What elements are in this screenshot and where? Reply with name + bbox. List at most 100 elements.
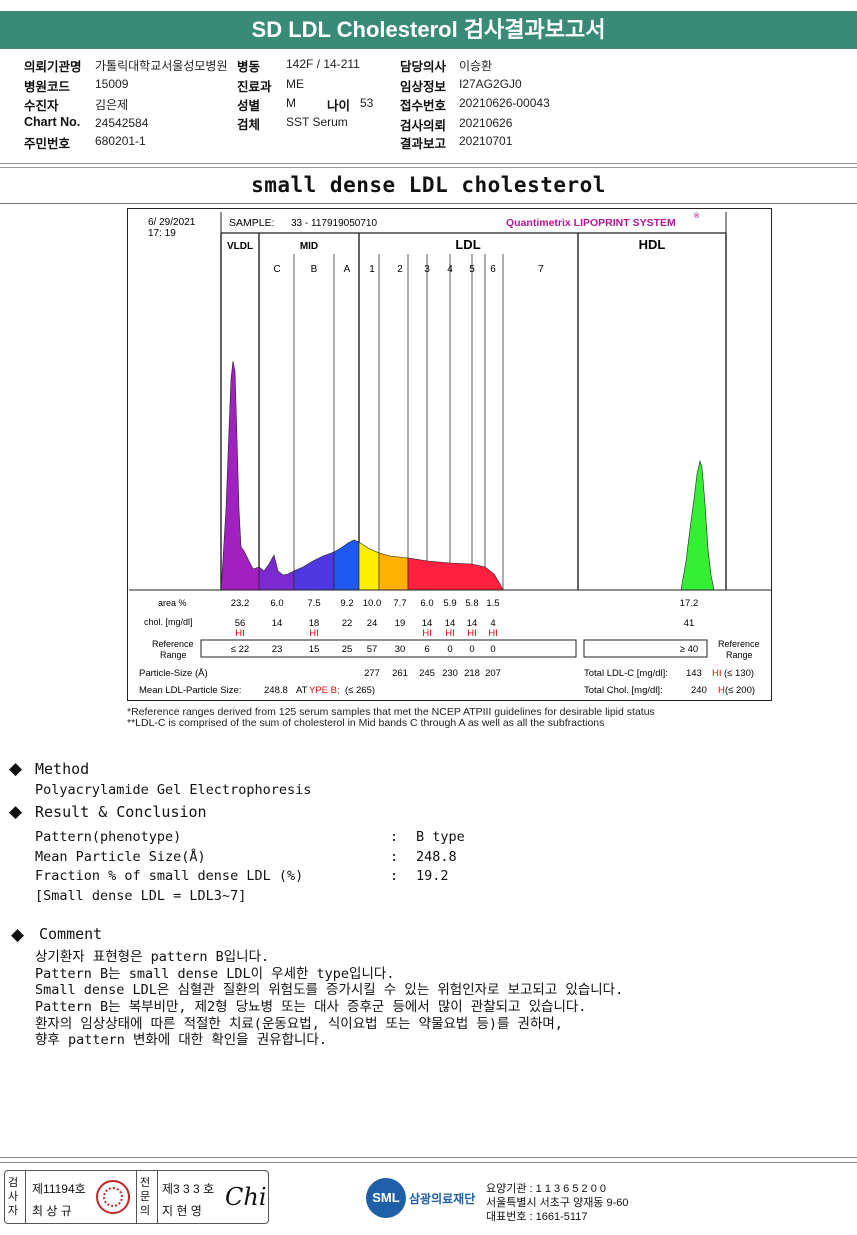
id-label: 주민번호: [24, 137, 71, 151]
peak-area: [378, 552, 409, 591]
divider: [0, 167, 857, 168]
result-separator: :: [390, 868, 399, 884]
ref-value: 6: [424, 644, 429, 655]
specimen-label: 검체: [237, 118, 261, 132]
report-date-value: 20210701: [459, 134, 513, 148]
hdl-ref-value: ≥ 40: [680, 644, 698, 655]
subband-label: 2: [397, 264, 403, 275]
address: 서울특별시 서초구 양재동 9-60: [486, 1197, 629, 1209]
peak-area: [680, 459, 715, 591]
group-label: HDL: [639, 237, 666, 252]
result-separator: :: [390, 849, 399, 865]
chol-value: 18: [309, 618, 320, 629]
divider: [0, 1157, 857, 1158]
code-label: 병원코드: [24, 80, 71, 94]
comment-line: Small dense LDL은 심혈관 질환의 위험도를 증가시킬 수 있는 …: [35, 982, 624, 998]
total-ldl-ref: (≤ 130): [724, 668, 754, 679]
dept-value: ME: [286, 77, 304, 91]
particle-size-value: 245: [419, 668, 435, 679]
patient-value: 김은제: [95, 98, 129, 112]
area-value: 6.0: [270, 598, 283, 609]
mean-size-type-b: YPE B;: [309, 685, 340, 696]
particle-size-value: 230: [442, 668, 458, 679]
comment-line: Pattern B는 small dense LDL이 우세한 type입니다.: [35, 966, 395, 982]
result-value: 19.2: [416, 868, 449, 884]
signature-box: 검사자 제11194호 최 상 규 전문의 제3 3 3 호 지 현 영 Chi: [4, 1170, 269, 1224]
ward-label: 병동: [237, 60, 261, 74]
total-ldl-value: 143: [686, 668, 702, 679]
subband-label: 1: [369, 264, 375, 275]
subband-label: 6: [490, 264, 496, 275]
comment-line: 상기환자 표현형은 pattern B입니다.: [35, 949, 270, 965]
hi-flag: HI: [309, 628, 319, 639]
doctor-label: 담당의사: [400, 60, 447, 74]
chol-value: 4: [490, 618, 495, 629]
area-value: 5.9: [443, 598, 456, 609]
method-heading: Method: [35, 760, 90, 778]
receipt-value: 20210626-00043: [459, 96, 550, 110]
result-heading: Result & Conclusion: [35, 803, 207, 821]
peak-area: [407, 557, 504, 591]
id-value: 680201-1: [95, 134, 146, 148]
particle-size-label: Particle-Size (Å): [139, 668, 208, 679]
chol-value: 56: [235, 618, 246, 629]
patient-label: 수진자: [24, 99, 59, 113]
area-value: 9.2: [340, 598, 353, 609]
diamond-bullet-icon: ◆: [9, 802, 23, 821]
ref-value: 0: [447, 644, 452, 655]
divider: [0, 1162, 857, 1163]
request-label: 검사의뢰: [400, 119, 447, 133]
hi-flag: HI: [488, 628, 498, 639]
sample-label: SAMPLE:: [229, 217, 275, 229]
receipt-label: 접수번호: [400, 99, 447, 113]
report-title: SD LDL Cholesterol 검사결과보고서: [0, 11, 857, 49]
chol-value: 19: [395, 618, 406, 629]
age-value: 53: [360, 96, 374, 110]
ref-value: 23: [272, 644, 283, 655]
ref-row-label-right-1: Reference: [718, 639, 760, 649]
sex-value: M: [286, 96, 296, 110]
ref-value: 0: [490, 644, 495, 655]
signature: Chi: [225, 1183, 267, 1211]
ref-row-label-1: Reference: [152, 639, 194, 649]
result-note: [Small dense LDL = LDL3~7]: [35, 888, 247, 904]
subband-label: B: [311, 264, 318, 275]
brand-registered-mark: ®: [694, 212, 700, 220]
subband-label: A: [344, 264, 351, 275]
group-label: MID: [300, 241, 318, 252]
particle-size-value: 261: [392, 668, 408, 679]
comment-line: Pattern B는 복부비만, 제2형 당뇨병 또는 대사 증후군 등에서 많…: [35, 999, 587, 1015]
method-text: Polyacrylamide Gel Electrophoresis: [35, 782, 312, 798]
particle-size-value: 277: [364, 668, 380, 679]
hospital-value: 가톨릭대학교서울성모병원: [95, 59, 228, 73]
result-label: Mean Particle Size(Å): [35, 849, 206, 865]
ref-value: 15: [309, 644, 320, 655]
mean-size-ref: (≤ 265): [345, 685, 375, 696]
area-value: 23.2: [231, 598, 250, 609]
comment-line: 환자의 임상상태에 따른 적절한 치료(운동요법, 식이요법 또는 약물요법 등…: [35, 1016, 563, 1032]
chol-value: 14: [272, 618, 283, 629]
mean-size-value: 248.8: [264, 685, 288, 696]
band-label-group: VLDL MID LDL HDL C B A 1 2 3 4 5 6 7: [227, 237, 665, 275]
result-separator: :: [390, 829, 399, 845]
specialist-label: 전문의: [140, 1177, 151, 1217]
area-row-label: area %: [158, 598, 187, 608]
total-chol-value: 240: [691, 685, 707, 696]
request-value: 20210626: [459, 116, 513, 130]
mean-size-type-a: AT: [296, 685, 308, 696]
subband-label: C: [273, 264, 280, 275]
diamond-bullet-icon: ◆: [9, 759, 23, 778]
section-title: small dense LDL cholesterol: [251, 173, 606, 197]
dept-label: 진료과: [237, 80, 272, 94]
mean-size-label: Mean LDL-Particle Size:: [139, 685, 241, 696]
report-date-label: 결과보고: [400, 137, 447, 151]
total-chol-flag: H: [718, 685, 725, 696]
ref-value: 30: [395, 644, 406, 655]
area-value: 1.5: [486, 598, 499, 609]
age-label: 나이: [327, 99, 351, 113]
chol-value: 24: [367, 618, 378, 629]
comment-heading: Comment: [39, 925, 103, 943]
clinical-label: 임상정보: [400, 80, 447, 94]
footnote-2: **LDL-C is comprised of the sum of chole…: [127, 717, 605, 729]
